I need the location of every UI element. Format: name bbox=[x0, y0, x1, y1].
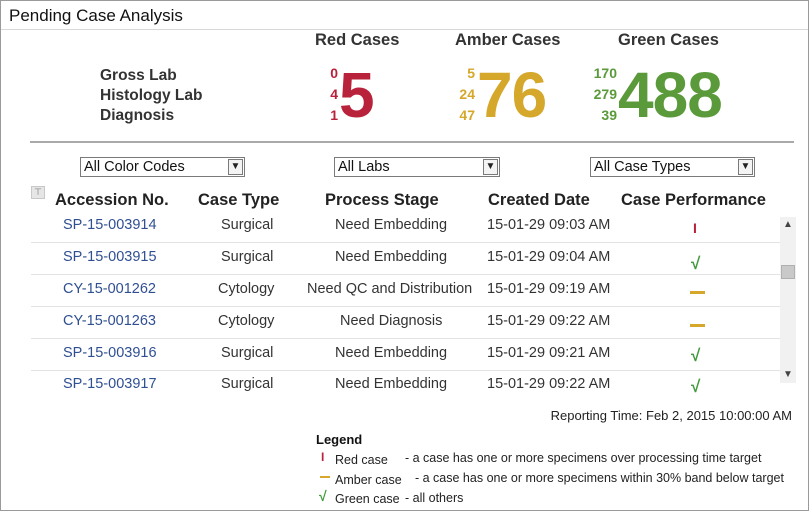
lab-label-histology: Histology Lab bbox=[100, 87, 203, 104]
legend-amber-desc: - a case has one or more specimens withi… bbox=[415, 471, 784, 485]
scroll-up-icon[interactable]: ▲ bbox=[783, 219, 793, 230]
row-divider bbox=[31, 338, 780, 339]
lab-label-diagnosis: Diagnosis bbox=[100, 107, 175, 124]
chevron-down-icon[interactable]: ▼ bbox=[738, 159, 753, 175]
amber-breakdown: 5 24 47 bbox=[449, 63, 475, 126]
process-stage-cell: Need Diagnosis bbox=[340, 313, 443, 329]
green-total: 488 bbox=[618, 59, 723, 131]
green-gross-count: 170 bbox=[593, 65, 617, 81]
amber-dash-icon bbox=[320, 476, 330, 478]
red-breakdown: 0 4 1 bbox=[319, 63, 338, 126]
process-stage-cell: Need Embedding bbox=[335, 249, 448, 265]
created-date-cell: 15-01-29 09:03 AM bbox=[487, 217, 611, 233]
created-date-cell: 15-01-29 09:19 AM bbox=[487, 281, 611, 297]
column-filter-icon[interactable]: ⊤ bbox=[31, 186, 45, 199]
process-stage-cell: Need Embedding bbox=[335, 345, 448, 361]
case-type-cell: Surgical bbox=[221, 249, 274, 265]
row-divider bbox=[31, 274, 780, 275]
case-type-cell: Surgical bbox=[221, 376, 274, 392]
title-divider bbox=[1, 29, 808, 30]
red-cases-heading: Red Cases bbox=[315, 31, 400, 49]
case-type-cell: Surgical bbox=[221, 345, 274, 361]
process-stage-cell: Need Embedding bbox=[335, 217, 448, 233]
reporting-time: Reporting Time: Feb 2, 2015 10:00:00 AM bbox=[550, 408, 792, 423]
row-divider bbox=[31, 242, 780, 243]
red-gross-count: 0 bbox=[330, 65, 338, 81]
scroll-down-icon[interactable]: ▼ bbox=[783, 369, 793, 380]
case-type-filter[interactable]: All Case Types ▼ bbox=[590, 157, 755, 177]
row-divider bbox=[31, 370, 780, 371]
lab-filter-value: All Labs bbox=[338, 159, 390, 175]
col-process-stage-header[interactable]: Process Stage bbox=[325, 191, 439, 209]
green-histology-count: 279 bbox=[593, 86, 617, 102]
green-check-icon: √ bbox=[691, 377, 701, 396]
col-accession-header[interactable]: Accession No. bbox=[55, 191, 169, 209]
legend-amber-label: Amber case bbox=[335, 473, 402, 487]
case-type-filter-value: All Case Types bbox=[594, 159, 691, 175]
red-diagnosis-count: 1 bbox=[330, 107, 338, 123]
green-diagnosis-count: 39 bbox=[601, 107, 617, 123]
case-type-cell: Surgical bbox=[221, 217, 274, 233]
created-date-cell: 15-01-29 09:22 AM bbox=[487, 313, 611, 329]
process-stage-cell: Need QC and Distribution bbox=[307, 281, 473, 297]
process-stage-cell: Need Embedding bbox=[335, 376, 448, 392]
green-check-icon: √ bbox=[691, 346, 701, 365]
chevron-down-icon[interactable]: ▼ bbox=[228, 159, 243, 175]
color-code-filter[interactable]: All Color Codes ▼ bbox=[80, 157, 245, 177]
chevron-down-icon[interactable]: ▼ bbox=[483, 159, 498, 175]
created-date-cell: 15-01-29 09:04 AM bbox=[487, 249, 611, 265]
case-type-cell: Cytology bbox=[218, 313, 275, 329]
amber-diagnosis-count: 47 bbox=[459, 107, 475, 123]
lab-label-gross: Gross Lab bbox=[100, 67, 177, 84]
amber-total: 76 bbox=[477, 59, 547, 131]
green-check-icon: √ bbox=[691, 254, 701, 273]
amber-histology-count: 24 bbox=[459, 86, 475, 102]
legend-red-desc: - a case has one or more specimens over … bbox=[405, 451, 762, 465]
color-code-filter-value: All Color Codes bbox=[84, 159, 185, 175]
legend-red-label: Red case bbox=[335, 453, 388, 467]
accession-link[interactable]: SP-15-003914 bbox=[63, 217, 157, 233]
accession-link[interactable]: SP-15-003917 bbox=[63, 376, 157, 392]
accession-link[interactable]: CY-15-001262 bbox=[63, 281, 156, 297]
legend-green-desc: - all others bbox=[405, 491, 464, 505]
scroll-thumb[interactable] bbox=[781, 265, 795, 279]
section-divider bbox=[30, 141, 794, 143]
accession-link[interactable]: SP-15-003915 bbox=[63, 249, 157, 265]
row-divider bbox=[31, 306, 780, 307]
amber-cases-heading: Amber Cases bbox=[455, 31, 561, 49]
accession-link[interactable]: SP-15-003916 bbox=[63, 345, 157, 361]
red-histology-count: 4 bbox=[330, 86, 338, 102]
legend-green-label: Green case bbox=[335, 492, 400, 506]
red-case-icon: I bbox=[321, 450, 325, 464]
green-check-icon: √ bbox=[319, 488, 327, 504]
amber-dash-icon bbox=[690, 324, 705, 327]
green-cases-heading: Green Cases bbox=[618, 31, 719, 49]
col-case-type-header[interactable]: Case Type bbox=[198, 191, 280, 209]
col-created-date-header[interactable]: Created Date bbox=[488, 191, 590, 209]
accession-link[interactable]: CY-15-001263 bbox=[63, 313, 156, 329]
table-scrollbar[interactable]: ▲ ▼ bbox=[780, 217, 796, 383]
amber-gross-count: 5 bbox=[467, 65, 475, 81]
created-date-cell: 15-01-29 09:22 AM bbox=[487, 376, 611, 392]
page-title: Pending Case Analysis bbox=[9, 6, 183, 25]
green-breakdown: 170 279 39 bbox=[585, 63, 617, 126]
created-date-cell: 15-01-29 09:21 AM bbox=[487, 345, 611, 361]
amber-dash-icon bbox=[690, 291, 705, 294]
col-case-performance-header[interactable]: Case Performance bbox=[621, 191, 766, 209]
legend-title: Legend bbox=[316, 432, 363, 447]
lab-labels: Gross Lab Histology Lab Diagnosis bbox=[100, 66, 202, 126]
lab-filter[interactable]: All Labs ▼ bbox=[334, 157, 500, 177]
case-type-cell: Cytology bbox=[218, 281, 275, 297]
red-case-icon: I bbox=[693, 220, 697, 236]
red-total: 5 bbox=[339, 59, 375, 131]
